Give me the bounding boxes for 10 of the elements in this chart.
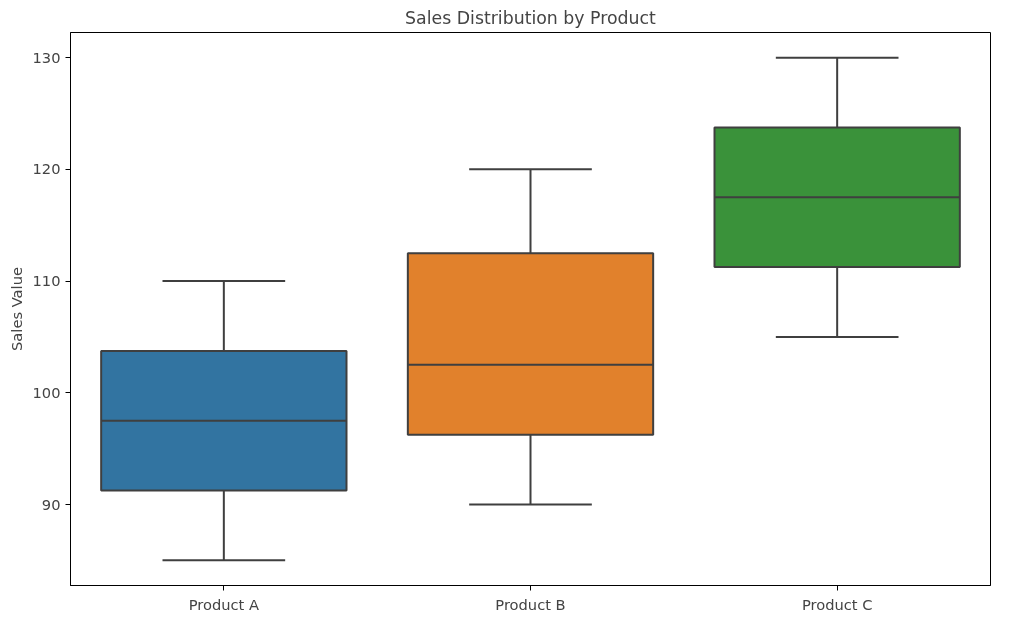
y-tick-label: 120 [32,160,61,178]
y-tick-label: 110 [32,272,61,290]
y-axis-title: Sales Value [7,267,25,351]
x-tick-label: Product B [495,595,566,613]
y-tick-label: 100 [32,383,61,401]
y-tick-label: 90 [41,495,61,513]
chart-title: Sales Distribution by Product [405,7,657,28]
y-tick-label: 130 [32,48,61,66]
x-tick-label: Product A [188,595,260,613]
x-tick-label: Product C [801,595,873,613]
